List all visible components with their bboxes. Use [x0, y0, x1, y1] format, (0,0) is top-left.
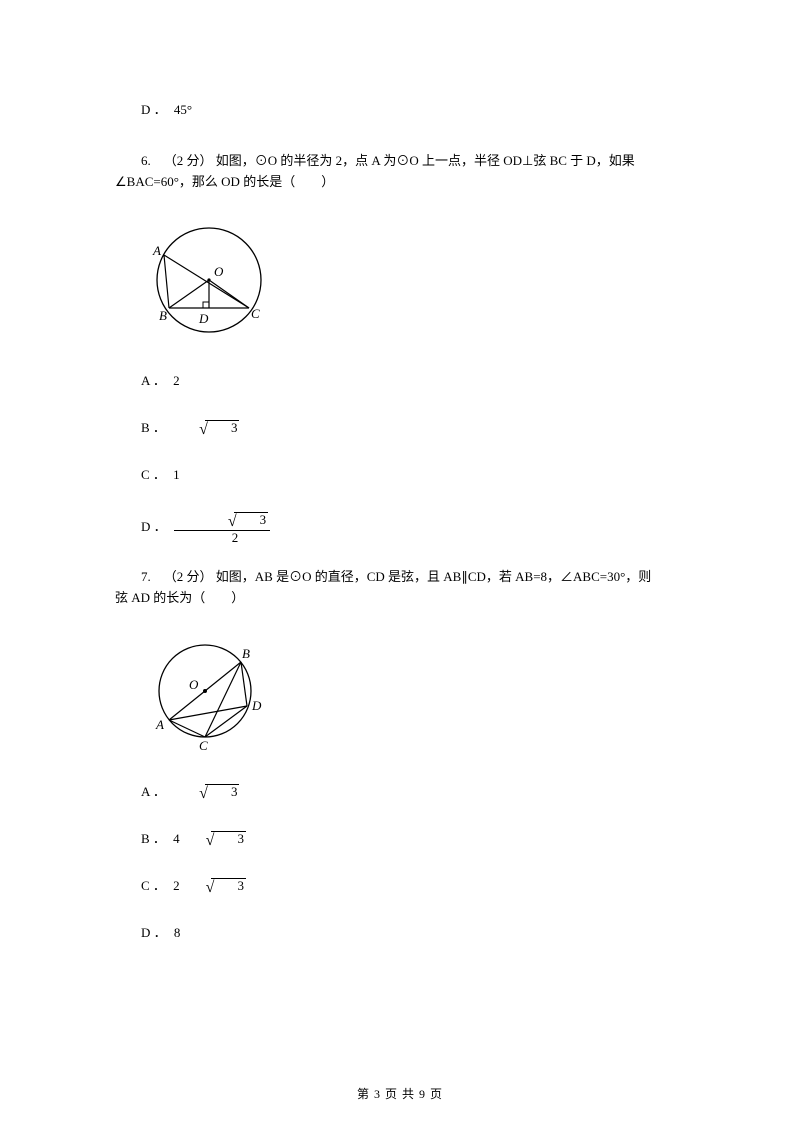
- q6-option-d: D ． √3 2: [115, 512, 685, 545]
- svg-text:C: C: [199, 738, 208, 751]
- option-value: 1: [173, 467, 180, 482]
- svg-text:B: B: [159, 308, 167, 323]
- q7-option-a: A ． √3: [115, 782, 685, 803]
- option-label: D ．: [141, 102, 167, 117]
- q5-option-d: D ． 45°: [115, 100, 685, 121]
- option-value: 2: [173, 373, 180, 388]
- q6-text2: ∠BAC=60°，那么 OD 的长是（ ）: [115, 172, 334, 193]
- page-number: 第 3 页 共 9 页: [357, 1087, 443, 1101]
- option-label: D ．: [141, 925, 167, 940]
- q7-option-b: B ． 4√3: [115, 829, 685, 850]
- option-label: A ．: [141, 373, 166, 388]
- svg-text:B: B: [242, 646, 250, 661]
- q6-number: 6.: [141, 153, 151, 168]
- option-label: D ．: [141, 519, 167, 534]
- q7-number: 7.: [141, 569, 151, 584]
- q6-stem: 6. （2 分） 如图，⊙O 的半径为 2，点 A 为⊙O 上一点，半径 OD⊥…: [115, 151, 685, 193]
- fraction-icon: √3 2: [174, 512, 270, 545]
- circle-diagram-icon: A O B C D: [139, 220, 279, 340]
- q6-figure: A O B C D: [139, 220, 685, 347]
- q6-option-c: C ． 1: [115, 465, 685, 486]
- svg-text:A: A: [152, 243, 161, 258]
- circle-diagram-icon: A B C D O: [139, 636, 279, 751]
- q7-stem: 7. （2 分） 如图，AB 是⊙O 的直径，CD 是弦，且 AB∥CD，若 A…: [115, 567, 685, 609]
- sqrt-icon: √3: [173, 420, 239, 438]
- q7-points: （2 分）: [164, 569, 213, 584]
- q6-option-b: B ． √3: [115, 418, 685, 439]
- sqrt-icon: √3: [180, 831, 246, 849]
- q6-points: （2 分）: [164, 153, 213, 168]
- q7-option-c: C ． 2√3: [115, 876, 685, 897]
- option-value: 45°: [174, 102, 192, 117]
- option-label: C ．: [141, 467, 166, 482]
- sqrt-icon: √3: [173, 784, 239, 802]
- option-label: A ．: [141, 784, 166, 799]
- option-label: B ．: [141, 420, 166, 435]
- option-value: 8: [174, 925, 181, 940]
- sqrt-icon: √3: [180, 878, 246, 896]
- q7-text1: 如图，AB 是⊙O 的直径，CD 是弦，且 AB∥CD，若 AB=8，∠ABC=…: [216, 569, 652, 584]
- svg-text:C: C: [251, 306, 260, 321]
- svg-text:D: D: [251, 698, 262, 713]
- q7-option-d: D ． 8: [115, 923, 685, 944]
- option-label: B ．: [141, 831, 166, 846]
- q6-text1: 如图，⊙O 的半径为 2，点 A 为⊙O 上一点，半径 OD⊥弦 BC 于 D，…: [216, 153, 635, 168]
- option-label: C ．: [141, 878, 166, 893]
- svg-text:D: D: [198, 311, 209, 326]
- page-footer: 第 3 页 共 9 页: [0, 1085, 800, 1104]
- q7-figure: A B C D O: [139, 636, 685, 758]
- q6-option-a: A ． 2: [115, 371, 685, 392]
- svg-text:O: O: [189, 677, 199, 692]
- svg-text:A: A: [155, 717, 164, 732]
- q7-text2: 弦 AD 的长为（ ）: [115, 588, 244, 609]
- svg-text:O: O: [214, 264, 224, 279]
